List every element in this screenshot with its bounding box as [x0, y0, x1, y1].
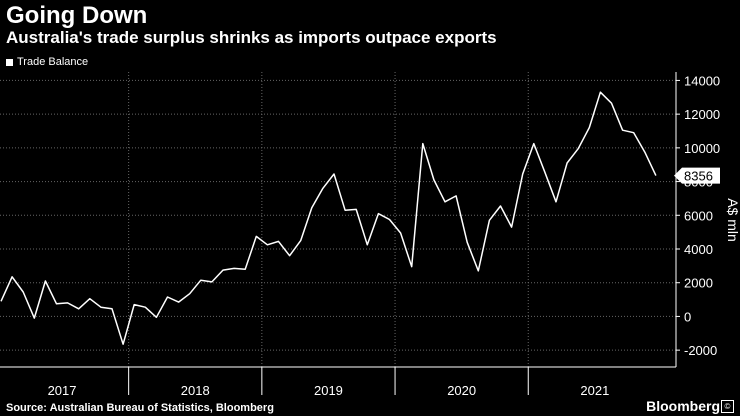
y-axis-title: A$ mln: [725, 198, 740, 242]
y-tick-label: 12000: [684, 107, 720, 122]
chart-subtitle: Australia's trade surplus shrinks as imp…: [6, 28, 497, 47]
x-tick-label: 2021: [580, 383, 609, 398]
y-tick-label: 14000: [684, 73, 720, 88]
last-value-label-background: [674, 167, 720, 184]
x-tick-label: 2017: [48, 383, 77, 398]
trade-balance-line: [0, 91, 657, 345]
x-tick-label: 2019: [314, 383, 343, 398]
y-tick-label: 10000: [684, 141, 720, 156]
legend-swatch: [6, 58, 13, 66]
source-note: Source: Australian Bureau of Statistics,…: [6, 402, 274, 414]
bloomberg-mark-icon: ©: [721, 400, 734, 413]
x-tick-label: 2020: [447, 383, 476, 398]
chart-gridlines: [0, 72, 676, 367]
bloomberg-logo: Bloomberg: [646, 398, 720, 414]
legend: Trade Balance: [6, 55, 88, 69]
y-tick-label: -2000: [684, 343, 717, 358]
y-tick-label: 0: [684, 309, 691, 324]
legend-label: Trade Balance: [17, 56, 89, 68]
y-tick-label: 4000: [684, 242, 713, 257]
last-value-label: 8356: [674, 167, 720, 184]
chart-title: Going Down: [6, 2, 148, 29]
y-tick-label: 6000: [684, 208, 713, 223]
y-axis-ticks: -200002000400060008000100001200014000: [676, 73, 720, 358]
y-tick-label: 2000: [684, 276, 713, 291]
x-tick-label: 2018: [181, 383, 210, 398]
last-value-label-text: 8356: [684, 169, 713, 184]
x-axis-ticks: 2017 2018 2019 2020 2021: [48, 367, 609, 398]
